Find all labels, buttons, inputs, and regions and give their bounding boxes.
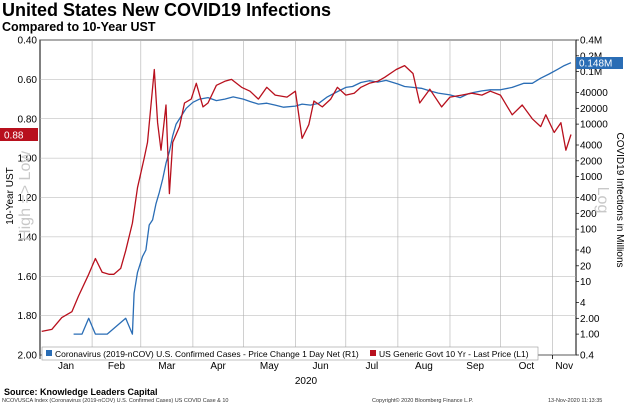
right-tick-label: 2.00	[580, 314, 600, 325]
left-tick-label: 1.00	[18, 154, 38, 165]
right-tick-label: 100	[580, 225, 597, 236]
legend-swatch-cases	[46, 350, 52, 356]
footer-copyright: Copyright© 2020 Bloomberg Finance L.P.	[372, 398, 474, 404]
svg-text:0.88: 0.88	[4, 131, 24, 142]
right-tick-label: 40	[580, 246, 592, 257]
legend-label-cases: Coronavirus (2019-nCOV) U.S. Confirmed C…	[55, 349, 359, 359]
grid-lines	[40, 39, 576, 356]
left-axis-title: 10-Year UST	[5, 167, 16, 224]
right-tick-label: 400	[580, 193, 597, 204]
left-tick-label: 0.80	[18, 114, 38, 125]
right-tick-label: 4000	[580, 141, 603, 152]
left-tick-label: 0.40	[18, 36, 38, 47]
x-tick-label: May	[260, 361, 279, 372]
footer-index-note: NCOVUSCA Index (Coronavirus (2019-nCOV) …	[2, 398, 229, 404]
x-tick-label: Jan	[58, 361, 74, 372]
right-tick-label: 0.4M	[580, 36, 602, 47]
left-axis-side-note: High => Low	[17, 151, 34, 241]
right-tick-label: 10000	[580, 120, 608, 131]
right-tick-label: 200	[580, 209, 597, 220]
right-axis-title: COVID19 Infections in Millions	[614, 132, 624, 267]
left-tick-label: 2.00	[18, 351, 38, 362]
series-line-cases	[73, 62, 572, 335]
x-tick-label: Aug	[415, 361, 433, 372]
right-tick-label: 4	[580, 298, 586, 309]
source-note: Source: Knowledge Leaders Capital	[4, 387, 158, 397]
chart-subtitle: Compared to 10-Year UST	[2, 20, 156, 34]
x-tick-label: Feb	[108, 361, 126, 372]
last-yield-label: 0.88	[0, 128, 38, 142]
x-tick-label: Mar	[158, 361, 176, 372]
series-line-yield	[41, 64, 572, 333]
legend-label-yield: US Generic Govt 10 Yr - Last Price (L1)	[379, 349, 529, 359]
x-axis-year-label: 2020	[295, 376, 318, 387]
right-tick-label: 20	[580, 261, 592, 272]
right-tick-label: 10	[580, 277, 592, 288]
x-tick-label: Nov	[555, 361, 573, 372]
x-tick-label: Sep	[466, 361, 484, 372]
right-tick-label: 0.1M	[580, 67, 602, 78]
right-tick-label: 2000	[580, 156, 603, 167]
left-tick-label: 1.20	[18, 193, 38, 204]
right-tick-label: 0.4	[580, 351, 594, 362]
right-tick-label: 20000	[580, 104, 608, 115]
right-axis-side-note: Log	[594, 187, 611, 214]
x-tick-label: Oct	[519, 361, 535, 372]
right-tick-label: 40000	[580, 88, 608, 99]
footer-timestamp: 13-Nov-2020 11:13:35	[548, 398, 603, 404]
svg-text:0.148M: 0.148M	[579, 59, 612, 70]
x-tick-label: Apr	[210, 361, 226, 372]
right-tick-label: 1000	[580, 172, 603, 183]
left-tick-label: 1.80	[18, 311, 38, 322]
right-tick-label: 0.2M	[580, 51, 602, 62]
x-tick-label: Jun	[313, 361, 329, 372]
left-tick-label: 0.60	[18, 75, 38, 86]
right-tick-label: 1.00	[580, 330, 600, 341]
x-tick-label: Jul	[365, 361, 378, 372]
chart-title: United States New COVID19 Infections	[2, 0, 332, 20]
left-tick-label: 1.60	[18, 272, 38, 283]
legend-swatch-yield	[370, 350, 376, 356]
right-axis-ticks: 0.4M 0.2M 0.1M 40000 20000 10000 4000 2000 1000 4…	[576, 36, 608, 362]
last-cases-label: 0.148M	[576, 57, 623, 70]
left-axis-ticks: 0.40 0.60 0.80 1.00 1.20 1.40 1.60 1.80 2.00	[18, 36, 38, 362]
legend: Coronavirus (2019-nCOV) U.S. Confirmed C…	[41, 346, 539, 361]
left-tick-label: 1.40	[18, 232, 38, 243]
series-layer	[41, 62, 572, 335]
